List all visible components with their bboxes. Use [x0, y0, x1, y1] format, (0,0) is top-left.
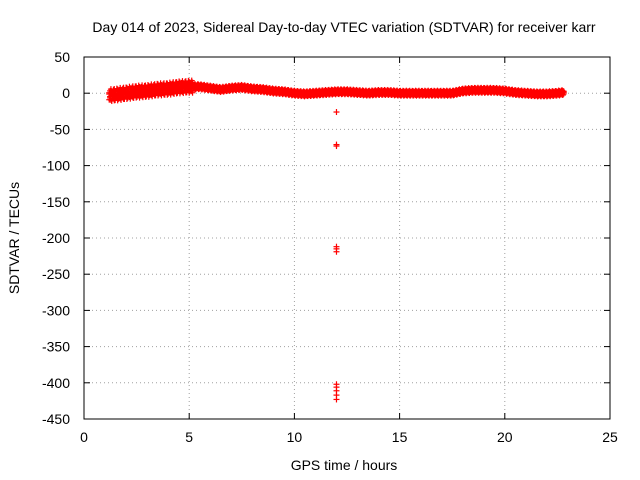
data-point — [560, 88, 567, 95]
outlier-point — [333, 248, 340, 255]
y-tick-label: -400 — [42, 375, 70, 391]
y-axis-label: SDTVAR / TECUs — [6, 182, 22, 294]
x-tick-label: 5 — [185, 429, 193, 445]
x-tick-label: 0 — [80, 429, 88, 445]
outlier-point — [333, 143, 340, 150]
y-tick-label: 0 — [62, 85, 70, 101]
tick-layer: 50 0 -50 -100 -150 -200 -250 -300 -350 -400 -450 0 5… — [42, 49, 618, 445]
data-point — [189, 89, 196, 96]
x-tick-label: 20 — [497, 429, 513, 445]
chart-title: Day 014 of 2023, Sidereal Day-to-day VTE… — [92, 19, 595, 35]
x-tick-label: 10 — [287, 429, 303, 445]
data-layer — [106, 77, 567, 403]
x-tick-label: 25 — [602, 429, 618, 445]
y-tick-label: -250 — [42, 266, 70, 282]
y-tick-label: -350 — [42, 339, 70, 355]
outlier-point — [333, 109, 340, 116]
outlier-point — [333, 396, 340, 403]
x-axis-label: GPS time / hours — [291, 457, 398, 473]
y-tick-label: -50 — [50, 121, 70, 137]
grid-layer — [84, 57, 610, 419]
y-tick-label: -150 — [42, 194, 70, 210]
y-tick-label: -100 — [42, 158, 70, 174]
y-tick-label: -300 — [42, 302, 70, 318]
y-tick-label: -450 — [42, 411, 70, 427]
y-tick-label: -200 — [42, 230, 70, 246]
y-tick-label: 50 — [54, 49, 70, 65]
x-tick-label: 15 — [392, 429, 408, 445]
plot-frame — [83, 56, 611, 420]
